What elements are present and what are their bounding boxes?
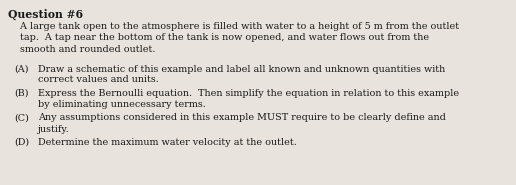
Text: Determine the maximum water velocity at the outlet.: Determine the maximum water velocity at …	[38, 138, 297, 147]
Text: (B): (B)	[14, 89, 28, 98]
Text: (C): (C)	[14, 114, 29, 122]
Text: smooth and rounded outlet.: smooth and rounded outlet.	[8, 45, 155, 54]
Text: correct values and units.: correct values and units.	[38, 75, 159, 85]
Text: Draw a schematic of this example and label all known and unknown quantities with: Draw a schematic of this example and lab…	[38, 65, 445, 73]
Text: by eliminating unnecessary terms.: by eliminating unnecessary terms.	[38, 100, 206, 109]
Text: Express the Bernoulli equation.  Then simplify the equation in relation to this : Express the Bernoulli equation. Then sim…	[38, 89, 459, 98]
Text: Any assumptions considered in this example MUST require to be clearly define and: Any assumptions considered in this examp…	[38, 114, 446, 122]
Text: (A): (A)	[14, 65, 28, 73]
Text: tap.  A tap near the bottom of the tank is now opened, and water flows out from : tap. A tap near the bottom of the tank i…	[8, 33, 429, 43]
Text: (D): (D)	[14, 138, 29, 147]
Text: Question #6: Question #6	[8, 9, 83, 20]
Text: justify.: justify.	[38, 125, 70, 134]
Text: A large tank open to the atmosphere is filled with water to a height of 5 m from: A large tank open to the atmosphere is f…	[8, 22, 459, 31]
